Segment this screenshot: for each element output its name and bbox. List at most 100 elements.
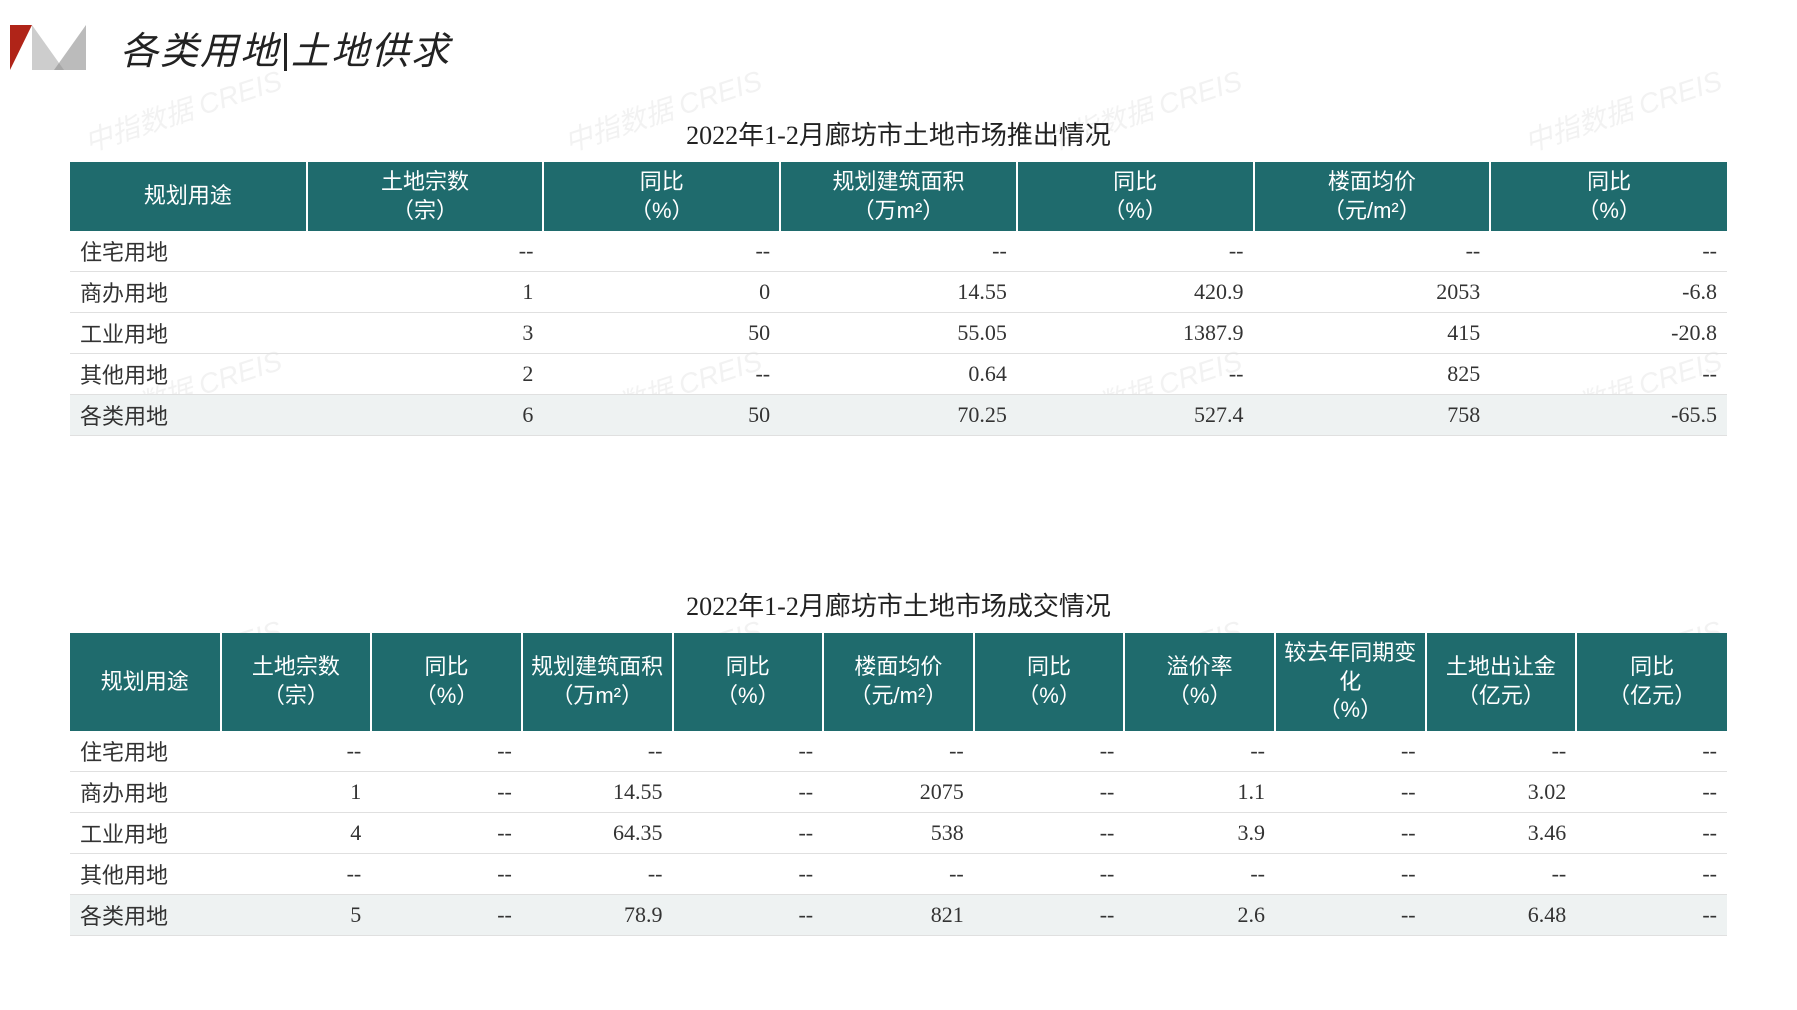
row-label: 各类用地 [70,395,307,436]
cell-value: -- [1576,894,1727,935]
row-label: 其他用地 [70,354,307,395]
cell-value: -- [1017,231,1254,272]
cell-value: 420.9 [1017,272,1254,313]
column-header: 土地宗数（宗） [221,633,372,731]
table-row: 工业用地35055.051387.9415-20.8 [70,313,1727,354]
cell-value: -- [1275,853,1426,894]
cell-value: 14.55 [780,272,1017,313]
row-label: 各类用地 [70,894,221,935]
column-header: 同比（%） [543,162,780,231]
cell-value: -- [1576,771,1727,812]
cell-value: 0.64 [780,354,1017,395]
cell-value: -- [974,771,1125,812]
cell-value: -- [1576,853,1727,894]
cell-value: -- [673,731,824,772]
section-transaction: 2022年1-2月廊坊市土地市场成交情况 规划用途土地宗数（宗）同比（%）规划建… [70,586,1727,936]
column-header: 土地宗数（宗） [307,162,544,231]
column-header: 规划建筑面积（万m²） [780,162,1017,231]
cell-value: 1.1 [1124,771,1275,812]
cell-value: -- [974,731,1125,772]
table1-title: 2022年1-2月廊坊市土地市场推出情况 [70,115,1727,152]
cell-value: -- [673,771,824,812]
cell-value: 758 [1254,395,1491,436]
cell-value: 6.48 [1426,894,1577,935]
table-row: 各类用地65070.25527.4758-65.5 [70,395,1727,436]
column-header: 土地出让金（亿元） [1426,633,1577,731]
cell-value: -- [221,853,372,894]
cell-value: -- [1275,771,1426,812]
cell-value: -- [1275,894,1426,935]
cell-value: 2053 [1254,272,1491,313]
table2-title: 2022年1-2月廊坊市土地市场成交情况 [70,586,1727,623]
cell-value: -- [974,853,1125,894]
column-header: 同比（%） [371,633,522,731]
cell-value: -- [1254,231,1491,272]
cell-value: 50 [543,395,780,436]
cell-value: 821 [823,894,974,935]
cell-value: -- [823,853,974,894]
cell-value: -- [1017,354,1254,395]
cell-value: -- [673,894,824,935]
table-row: 工业用地4--64.35--538--3.9--3.46-- [70,812,1727,853]
column-header: 同比（%） [1490,162,1727,231]
cell-value: -- [974,894,1125,935]
cell-value: 3.46 [1426,812,1577,853]
cell-value: -- [371,812,522,853]
table-row: 其他用地2--0.64--825-- [70,354,1727,395]
cell-value: 4 [221,812,372,853]
column-header: 规划建筑面积（万m²） [522,633,673,731]
cell-value: -- [371,731,522,772]
cell-value: 5 [221,894,372,935]
table-row: 住宅用地-------------------- [70,731,1727,772]
table1-header-row: 规划用途土地宗数（宗）同比（%）规划建筑面积（万m²）同比（%）楼面均价（元/m… [70,162,1727,231]
cell-value: 1 [307,272,544,313]
cell-value: 3.9 [1124,812,1275,853]
cell-value: 55.05 [780,313,1017,354]
row-label: 住宅用地 [70,731,221,772]
cell-value: -- [974,812,1125,853]
cell-value: 415 [1254,313,1491,354]
table1: 规划用途土地宗数（宗）同比（%）规划建筑面积（万m²）同比（%）楼面均价（元/m… [70,162,1727,436]
cell-value: 527.4 [1017,395,1254,436]
cell-value: -- [1275,812,1426,853]
cell-value: -- [780,231,1017,272]
row-label: 工业用地 [70,313,307,354]
row-label: 其他用地 [70,853,221,894]
cell-value: 6 [307,395,544,436]
page-title: 各类用地土地供求 [120,20,451,75]
cell-value: -- [823,731,974,772]
title-left: 各类用地 [120,31,280,73]
cell-value: 1 [221,771,372,812]
row-label: 工业用地 [70,812,221,853]
cell-value: -- [543,231,780,272]
cell-value: -- [1490,231,1727,272]
title-divider-icon [284,33,287,71]
cell-value: -- [522,853,673,894]
page-content: 各类用地土地供求 2022年1-2月廊坊市土地市场推出情况 规划用途土地宗数（宗… [0,0,1797,936]
table2: 规划用途土地宗数（宗）同比（%）规划建筑面积（万m²）同比（%）楼面均价（元/m… [70,633,1727,936]
cell-value: -- [1275,731,1426,772]
cell-value: 0 [543,272,780,313]
cell-value: -- [673,853,824,894]
section-launch: 2022年1-2月廊坊市土地市场推出情况 规划用途土地宗数（宗）同比（%）规划建… [70,115,1727,436]
cell-value: -- [1124,731,1275,772]
table2-header-row: 规划用途土地宗数（宗）同比（%）规划建筑面积（万m²）同比（%）楼面均价（元/m… [70,633,1727,731]
logo-icon [10,25,96,70]
table-row: 商办用地1--14.55--2075--1.1--3.02-- [70,771,1727,812]
page-header: 各类用地土地供求 [0,0,1797,75]
cell-value: -- [543,354,780,395]
cell-value: 2075 [823,771,974,812]
cell-value: 14.55 [522,771,673,812]
cell-value: 2.6 [1124,894,1275,935]
column-header: 同比（亿元） [1576,633,1727,731]
cell-value: -6.8 [1490,272,1727,313]
cell-value: -- [221,731,372,772]
cell-value: 3 [307,313,544,354]
row-label: 住宅用地 [70,231,307,272]
cell-value: -20.8 [1490,313,1727,354]
table-row: 商办用地1014.55420.92053-6.8 [70,272,1727,313]
cell-value: -65.5 [1490,395,1727,436]
column-header: 规划用途 [70,162,307,231]
cell-value: -- [1576,731,1727,772]
cell-value: 50 [543,313,780,354]
